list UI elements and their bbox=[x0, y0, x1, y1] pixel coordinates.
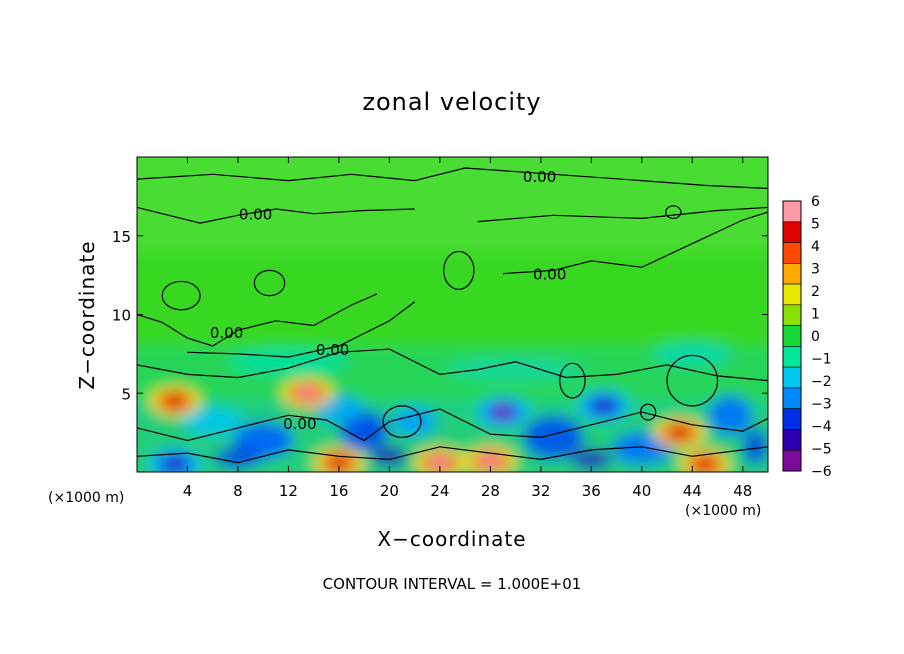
colorbar-swatch-10 bbox=[782, 408, 802, 430]
colorbar-swatch-4 bbox=[782, 283, 802, 306]
colorbar-tick-label-11: −5 bbox=[811, 442, 832, 458]
colorbar-swatch-12 bbox=[782, 449, 802, 472]
contour-label-3: 0.00 bbox=[210, 324, 243, 342]
y-tick-label-2: 15 bbox=[112, 228, 131, 246]
colorbar-tick-label-9: −3 bbox=[811, 397, 832, 413]
heatmap-cell-feature-3 bbox=[577, 390, 630, 421]
chart-title: zonal velocity bbox=[362, 88, 542, 116]
x-tick-label-10: 44 bbox=[683, 482, 702, 500]
heatmap-cell-feature-9 bbox=[678, 449, 731, 472]
colorbar-swatch-1 bbox=[782, 221, 802, 243]
heatmap-cell-feature-1 bbox=[281, 378, 334, 409]
colorbar-swatch-5 bbox=[782, 304, 802, 326]
heatmap-cell-feature-0 bbox=[148, 386, 201, 417]
heatmap-field bbox=[137, 157, 768, 472]
x-tick-label-8: 36 bbox=[582, 482, 601, 500]
x-tick-label-7: 32 bbox=[531, 482, 550, 500]
colorbar: 6 5 4 3 2 1 0 −1 −2 −3 −4 −5 −6 bbox=[782, 194, 832, 480]
y-axis-label: Z−coordinate bbox=[75, 240, 99, 390]
x-tick-label-3: 16 bbox=[329, 482, 348, 500]
x-tick-label-6: 28 bbox=[481, 482, 500, 500]
colorbar-tick-label-2: 4 bbox=[811, 239, 820, 255]
colorbar-tick-label-12: −6 bbox=[811, 464, 832, 480]
contour-label-0: 0.00 bbox=[523, 168, 556, 186]
colorbar-tick-label-8: −2 bbox=[811, 374, 832, 390]
heatmap-cell-feature-2 bbox=[476, 397, 529, 428]
heatmap-cell-feature-8 bbox=[312, 447, 365, 472]
x-tick-label-9: 40 bbox=[632, 482, 651, 500]
colorbar-tick-label-4: 2 bbox=[811, 284, 820, 300]
x-tick-label-0: 4 bbox=[183, 482, 193, 500]
colorbar-swatch-8 bbox=[782, 366, 802, 389]
x-tick-label-5: 24 bbox=[430, 482, 449, 500]
colorbar-swatch-7 bbox=[782, 346, 802, 368]
colorbar-tick-label-1: 5 bbox=[811, 217, 820, 233]
contour-interval-note: CONTOUR INTERVAL = 1.000E+01 bbox=[322, 575, 582, 593]
x-tick-label-4: 20 bbox=[380, 482, 399, 500]
x-axis-label: X−coordinate bbox=[377, 527, 527, 551]
heatmap-cell-feature-5 bbox=[413, 447, 466, 472]
y-tick-label-1: 10 bbox=[112, 307, 131, 325]
colorbar-frame bbox=[782, 200, 802, 472]
colorbar-tick-label-6: 0 bbox=[811, 329, 820, 345]
colorbar-tick-label-10: −4 bbox=[811, 419, 832, 435]
contour-label-1: 0.00 bbox=[239, 206, 272, 224]
heatmap-cell-feature-6 bbox=[464, 445, 517, 472]
contour-label-4: 0.00 bbox=[316, 341, 349, 359]
colorbar-swatch-0 bbox=[782, 200, 802, 223]
y-tick-label-0: 5 bbox=[121, 385, 131, 403]
contour-label-2: 0.00 bbox=[533, 266, 566, 284]
colorbar-swatch-9 bbox=[782, 387, 802, 409]
colorbar-swatch-3 bbox=[782, 263, 802, 285]
colorbar-tick-label-7: −1 bbox=[811, 352, 832, 368]
x-scale-note-left: (×1000 m) bbox=[48, 490, 125, 506]
x-tick-label-1: 8 bbox=[233, 482, 243, 500]
colorbar-tick-label-0: 6 bbox=[811, 194, 820, 210]
colorbar-swatch-6 bbox=[782, 325, 802, 347]
colorbar-swatch-2 bbox=[782, 242, 802, 264]
colorbar-swatch-11 bbox=[782, 429, 802, 451]
x-tick-label-2: 12 bbox=[279, 482, 298, 500]
colorbar-tick-label-5: 1 bbox=[811, 307, 820, 323]
x-scale-note-right: (×1000 m) bbox=[685, 503, 762, 519]
colorbar-tick-label-3: 3 bbox=[811, 262, 820, 278]
x-tick-label-11: 48 bbox=[733, 482, 752, 500]
contour-label-5: 0.00 bbox=[283, 415, 316, 433]
